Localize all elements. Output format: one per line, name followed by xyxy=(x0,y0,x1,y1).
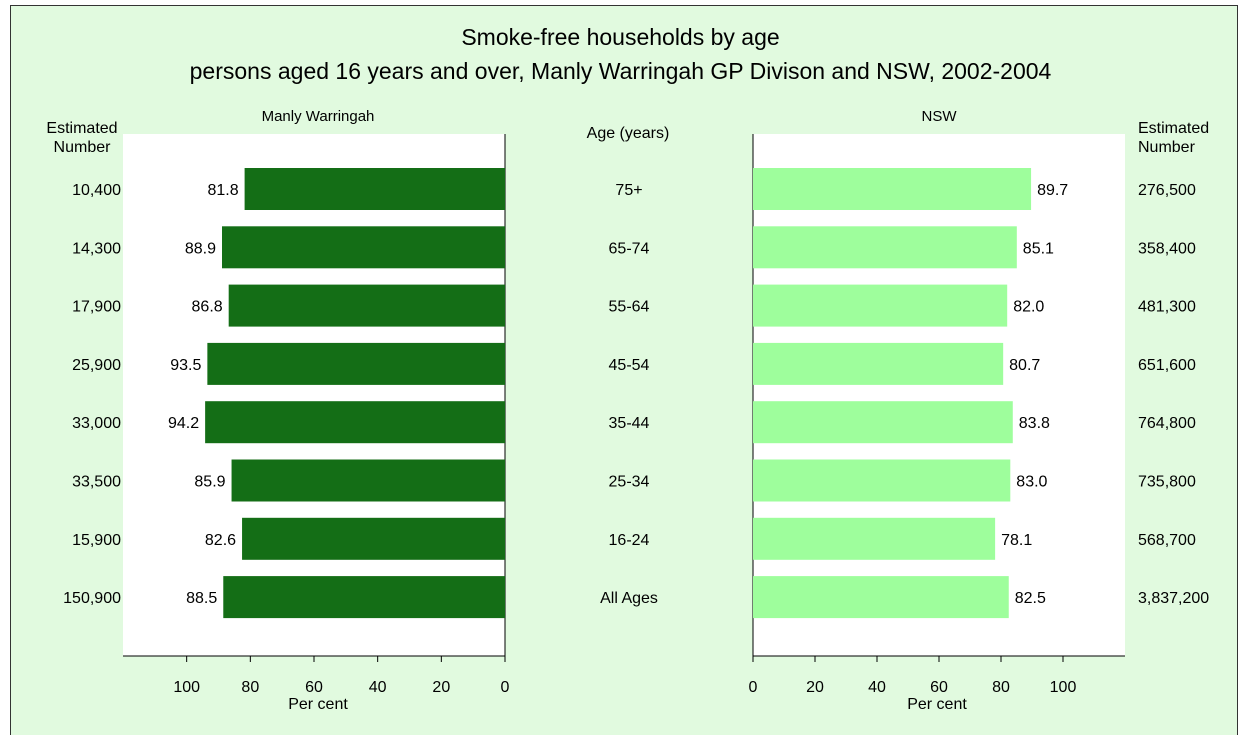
left-value-label: 81.8 xyxy=(207,182,238,199)
left-bar-3 xyxy=(228,284,506,327)
right-x-tick-label: 60 xyxy=(930,679,948,696)
left-bar-2 xyxy=(222,226,506,269)
right-estimated-number: 481,300 xyxy=(1138,299,1196,316)
right-estimated-number: 276,500 xyxy=(1138,182,1196,199)
right-x-tick-label: 0 xyxy=(749,679,758,696)
category-label: 35-44 xyxy=(609,415,650,432)
chart-subtitle: persons aged 16 years and over, Manly Wa… xyxy=(189,58,1052,84)
estimated-number-header-word: Estimated xyxy=(46,120,117,137)
left-estimated-number: 25,900 xyxy=(72,357,121,374)
chart-title: Smoke-free households by age xyxy=(461,24,780,50)
right-estimated-number-header: Estimated Number xyxy=(1138,120,1209,156)
left-bar-7 xyxy=(242,517,505,560)
left-value-label: 82.6 xyxy=(205,532,236,549)
right-value-label: 85.1 xyxy=(1023,240,1054,257)
right-value-label: 89.7 xyxy=(1037,182,1068,199)
right-estimated-number: 735,800 xyxy=(1138,474,1196,491)
category-label: 16-24 xyxy=(609,532,650,549)
right-bar-1 xyxy=(753,168,1032,210)
right-bar-7 xyxy=(753,517,996,560)
right-value-label: 83.8 xyxy=(1019,415,1050,432)
left-estimated-number: 15,900 xyxy=(72,532,121,549)
category-label: 65-74 xyxy=(609,240,650,257)
left-x-axis-label: Per cent xyxy=(288,696,348,713)
right-estimated-number: 651,600 xyxy=(1138,357,1196,374)
left-x-tick-label: 20 xyxy=(432,679,450,696)
right-bar-6 xyxy=(753,459,1011,502)
category-axis-label: Age (years) xyxy=(587,125,670,142)
right-bar-4 xyxy=(753,342,1004,385)
left-series-title: Manly Warringah xyxy=(262,108,375,125)
right-value-label: 80.7 xyxy=(1009,357,1040,374)
right-estimated-number: 3,837,200 xyxy=(1138,590,1209,607)
category-label: 75+ xyxy=(615,182,642,199)
left-value-label: 88.9 xyxy=(185,240,216,257)
right-x-tick-label: 40 xyxy=(868,679,886,696)
left-value-label: 86.8 xyxy=(192,299,223,316)
left-bar-4 xyxy=(207,342,505,385)
right-value-label: 82.5 xyxy=(1015,590,1046,607)
left-estimated-number: 14,300 xyxy=(72,240,121,257)
left-x-tick-label: 80 xyxy=(241,679,259,696)
right-bar-5 xyxy=(753,401,1013,444)
left-estimated-number: 33,000 xyxy=(72,415,121,432)
right-x-tick-label: 80 xyxy=(992,679,1010,696)
right-plot-area xyxy=(753,134,1125,656)
left-x-tick-label: 100 xyxy=(173,679,200,696)
left-estimated-number: 150,900 xyxy=(63,590,121,607)
left-estimated-number: 33,500 xyxy=(72,474,121,491)
right-value-label: 78.1 xyxy=(1001,532,1032,549)
left-bar-8 xyxy=(223,576,505,619)
left-value-label: 94.2 xyxy=(168,415,199,432)
left-estimated-number-header: Estimated Number xyxy=(46,120,117,156)
right-bar-2 xyxy=(753,226,1017,269)
right-estimated-number: 568,700 xyxy=(1138,532,1196,549)
left-x-tick-label: 60 xyxy=(305,679,323,696)
right-series-title: NSW xyxy=(922,108,958,125)
estimated-number-header-word: Estimated xyxy=(1138,120,1209,137)
left-x-tick-label: 40 xyxy=(369,679,387,696)
right-bar-8 xyxy=(753,576,1009,619)
left-bar-5 xyxy=(205,401,505,444)
right-estimated-number: 764,800 xyxy=(1138,415,1196,432)
left-x-tick-label: 0 xyxy=(501,679,510,696)
left-value-label: 88.5 xyxy=(186,590,217,607)
left-value-label: 93.5 xyxy=(170,357,201,374)
right-estimated-number: 358,400 xyxy=(1138,240,1196,257)
left-bar-1 xyxy=(244,168,505,210)
right-value-label: 83.0 xyxy=(1016,474,1047,491)
category-label: 25-34 xyxy=(609,474,650,491)
estimated-number-header-word: Number xyxy=(1138,139,1196,156)
right-value-label: 82.0 xyxy=(1013,299,1044,316)
right-x-tick-label: 100 xyxy=(1050,679,1077,696)
right-x-axis-label: Per cent xyxy=(907,696,967,713)
category-label: All Ages xyxy=(600,590,658,607)
left-estimated-number: 17,900 xyxy=(72,299,121,316)
right-x-tick-label: 20 xyxy=(806,679,824,696)
left-bar-6 xyxy=(231,459,505,502)
right-bar-3 xyxy=(753,284,1008,327)
left-plot-area xyxy=(123,134,505,656)
estimated-number-header-word: Number xyxy=(54,139,112,156)
left-value-label: 85.9 xyxy=(194,474,225,491)
category-label: 55-64 xyxy=(609,299,650,316)
category-label: 45-54 xyxy=(609,357,650,374)
left-estimated-number: 10,400 xyxy=(72,182,121,199)
